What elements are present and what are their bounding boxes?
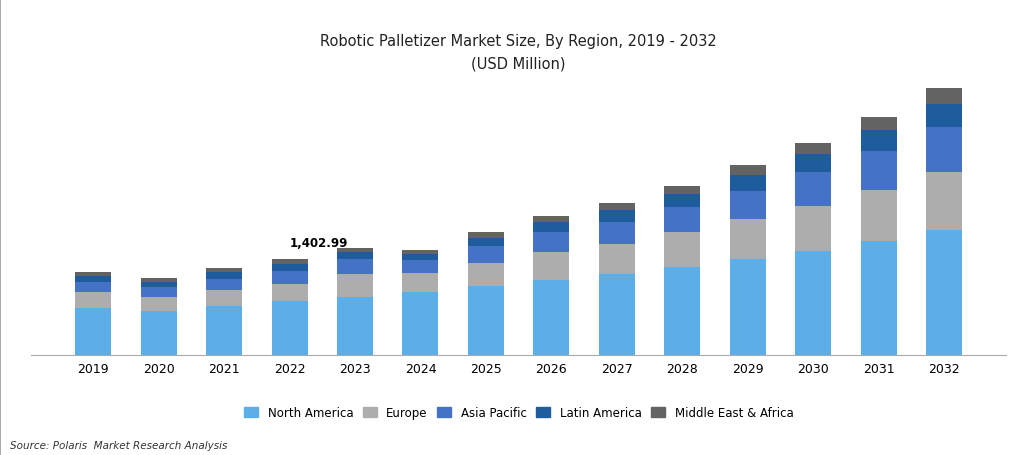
Bar [730, 220, 766, 259]
Bar [599, 244, 635, 274]
Bar [795, 155, 831, 173]
Bar [403, 293, 439, 355]
Bar [206, 273, 242, 279]
Bar [664, 195, 700, 208]
Bar [141, 297, 177, 311]
Bar [141, 282, 177, 288]
Bar [861, 117, 897, 131]
Bar [337, 248, 373, 253]
Bar [664, 233, 700, 268]
Bar [206, 279, 242, 290]
Bar [271, 302, 307, 355]
Bar [533, 253, 569, 281]
Bar [926, 128, 962, 173]
Bar [468, 247, 504, 263]
Bar [403, 260, 439, 273]
Bar [75, 272, 111, 276]
Bar [468, 238, 504, 247]
Bar [75, 293, 111, 308]
Bar [795, 173, 831, 206]
Bar [403, 254, 439, 260]
Bar [271, 259, 307, 264]
Legend: North America, Europe, Asia Pacific, Latin America, Middle East & Africa: North America, Europe, Asia Pacific, Lat… [239, 402, 798, 424]
Bar [206, 268, 242, 273]
Bar [664, 186, 700, 195]
Title: Robotic Palletizer Market Size, By Region, 2019 - 2032
(USD Million): Robotic Palletizer Market Size, By Regio… [320, 34, 717, 71]
Bar [861, 152, 897, 190]
Text: 1,402.99: 1,402.99 [290, 236, 348, 249]
Bar [468, 233, 504, 238]
Bar [337, 253, 373, 259]
Bar [599, 274, 635, 355]
Text: Source: Polaris  Market Research Analysis: Source: Polaris Market Research Analysis [10, 440, 228, 450]
Bar [468, 287, 504, 355]
Bar [468, 263, 504, 287]
Bar [926, 231, 962, 355]
Bar [730, 166, 766, 176]
Bar [664, 208, 700, 233]
Bar [730, 176, 766, 191]
Bar [271, 264, 307, 272]
Bar [533, 233, 569, 253]
Bar [206, 290, 242, 306]
Bar [861, 241, 897, 355]
Bar [206, 306, 242, 355]
Bar [795, 206, 831, 251]
Bar [533, 217, 569, 223]
Bar [664, 268, 700, 355]
Bar [75, 282, 111, 293]
Bar [926, 89, 962, 104]
Bar [403, 250, 439, 254]
Bar [403, 273, 439, 293]
Bar [599, 222, 635, 244]
Bar [533, 281, 569, 355]
Bar [533, 223, 569, 233]
Bar [926, 173, 962, 231]
Bar [861, 190, 897, 241]
Bar [599, 204, 635, 211]
Bar [795, 251, 831, 355]
Bar [599, 211, 635, 222]
Bar [141, 288, 177, 297]
Bar [337, 274, 373, 297]
Bar [141, 278, 177, 282]
Bar [337, 297, 373, 355]
Bar [75, 276, 111, 282]
Bar [75, 308, 111, 355]
Bar [795, 143, 831, 155]
Bar [926, 104, 962, 128]
Bar [271, 284, 307, 302]
Bar [730, 259, 766, 355]
Bar [861, 131, 897, 152]
Bar [730, 191, 766, 220]
Bar [141, 311, 177, 355]
Bar [337, 259, 373, 274]
Bar [271, 272, 307, 284]
